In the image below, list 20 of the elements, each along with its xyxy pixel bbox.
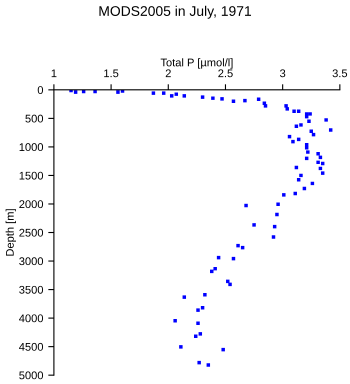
y-tick-label: 2000	[19, 200, 44, 208]
y-axis-title: Depth [m]	[6, 209, 16, 256]
y-tick-label: 3500	[19, 286, 44, 294]
y-tick-label: 4000	[19, 314, 44, 322]
y-tick-label: 1000	[20, 143, 44, 152]
chart-title: MODS2005 in July, 1971	[99, 6, 252, 19]
y-tick-label: 1500	[20, 172, 44, 180]
x-tick-label: 1.5	[104, 69, 118, 78]
y-tick-label: 2500	[19, 228, 44, 237]
x-tick-label: 2.5	[218, 69, 233, 78]
x-tick-label: 3	[280, 69, 286, 78]
x-tick-label: 1	[52, 69, 56, 78]
y-tick-label: 4500	[19, 342, 44, 351]
y-tick-label: 3000	[19, 257, 44, 266]
y-tick-label: 0	[38, 86, 44, 94]
y-tick-label: 500	[25, 114, 44, 123]
x-axis-title: Total P [µmol/l]	[160, 58, 233, 69]
x-tick-label: 3.5	[332, 69, 348, 78]
x-tick-label: 2	[166, 69, 171, 78]
y-tick-label: 5000	[19, 371, 44, 380]
